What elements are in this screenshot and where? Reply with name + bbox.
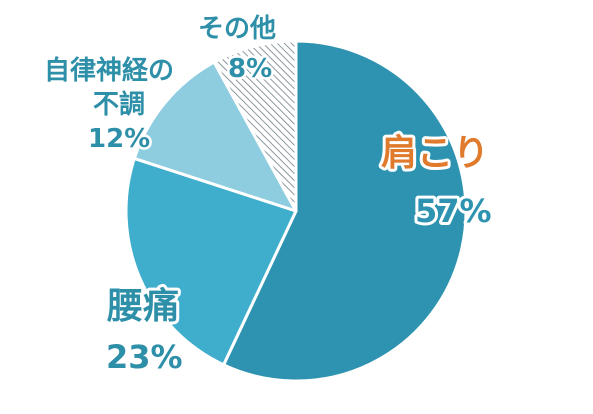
slice-label-jiritsu-line2: 不調 xyxy=(93,89,145,120)
pie-labels: 肩こり 57% 腰痛 23% 自律神経の 不調 12% その他 8% xyxy=(42,12,495,380)
pie-slice-katakori xyxy=(222,39,468,383)
slice-value-jiritsu: 12% xyxy=(88,124,150,154)
pie-slice-youtsu xyxy=(124,156,298,367)
pie-slice-jiritsu xyxy=(132,60,298,213)
slice-label-katakori: 肩こり xyxy=(381,132,489,174)
pie-slice-sonota xyxy=(212,39,298,213)
pie-slices xyxy=(124,39,468,383)
slice-value-katakori: 57% xyxy=(415,192,492,230)
slice-label-youtsu: 腰痛 xyxy=(106,286,179,327)
slice-label-sonota: その他 xyxy=(198,14,276,44)
slice-label-jiritsu-line1: 自律神経の xyxy=(44,55,174,86)
slice-value-sonota: 8% xyxy=(228,54,272,84)
slice-value-youtsu: 23% xyxy=(106,338,183,376)
